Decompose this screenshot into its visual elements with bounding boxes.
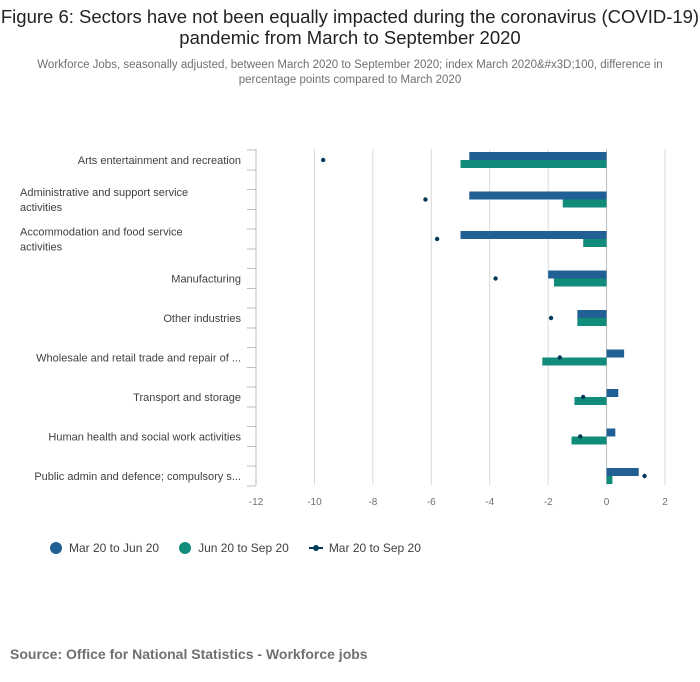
- category-label: Transport and storage: [133, 392, 241, 404]
- source-note: Source: Office for National Statistics -…: [10, 646, 368, 662]
- x-tick-label: -8: [368, 497, 377, 508]
- x-tick-label: -12: [249, 497, 264, 508]
- category-label: Accommodation and food service: [20, 227, 183, 239]
- x-tick-label: 2: [662, 497, 668, 508]
- legend-swatch-mar-sep: [308, 542, 323, 554]
- point-mar-sep: [423, 197, 428, 202]
- legend-label-jun-sep: Jun 20 to Sep 20: [198, 541, 289, 555]
- point-mar-sep: [548, 315, 554, 321]
- category-label: Administrative and support service: [20, 187, 188, 199]
- chart-subtitle: Workforce Jobs, seasonally adjusted, bet…: [37, 59, 663, 86]
- bar-jun-sep: [553, 278, 607, 287]
- bar-jun-sep: [574, 397, 607, 405]
- category-label: Wholesale and retail trade and repair of…: [36, 353, 241, 365]
- x-tick-label: 0: [604, 497, 610, 508]
- bar-mar-jun: [606, 349, 625, 358]
- x-tick-label: -2: [544, 497, 553, 508]
- bar-mar-jun: [577, 310, 607, 318]
- category-label: Other industries: [163, 313, 241, 325]
- category-label: Arts entertainment and recreation: [78, 155, 241, 167]
- legend-item-mar-sep[interactable]: Mar 20 to Sep 20: [308, 541, 421, 555]
- bar-mar-jun: [606, 389, 619, 397]
- point-mar-sep: [434, 236, 440, 242]
- legend-label-mar-sep: Mar 20 to Sep 20: [328, 541, 421, 555]
- bar-jun-sep: [606, 476, 613, 484]
- bar-mar-jun: [469, 191, 607, 200]
- bar-jun-sep: [460, 160, 607, 168]
- bar-mar-jun: [606, 428, 616, 437]
- legend-item-jun-sep[interactable]: Jun 20 to Sep 20: [179, 541, 289, 555]
- bar-mar-jun: [548, 270, 607, 279]
- legend-swatch-jun-sep: [179, 542, 192, 554]
- bar-mar-jun: [469, 152, 607, 160]
- legend: Mar 20 to Jun 20 Jun 20 to Sep 20 Mar 20…: [50, 541, 441, 555]
- bar-jun-sep: [583, 239, 607, 247]
- point-mar-sep: [320, 157, 326, 163]
- x-tick-label: -10: [307, 497, 322, 508]
- category-label: activities: [20, 242, 63, 254]
- bar-jun-sep: [542, 357, 607, 366]
- chart-title: Figure 6: Sectors have not been equally …: [0, 6, 700, 48]
- bar-jun-sep: [562, 199, 607, 208]
- point-mar-sep: [557, 355, 563, 360]
- bar-mar-jun: [460, 231, 607, 239]
- point-mar-sep: [578, 434, 583, 439]
- x-tick-label: -6: [427, 497, 436, 508]
- point-mar-sep: [581, 394, 586, 400]
- point-mar-sep: [493, 276, 498, 281]
- category-label: Public admin and defence; compulsory s..…: [34, 471, 241, 483]
- legend-swatch-mar-jun: [50, 542, 62, 554]
- bar-jun-sep: [577, 318, 607, 326]
- category-label: Manufacturing: [171, 274, 241, 286]
- legend-label-mar-jun: Mar 20 to Jun 20: [69, 541, 160, 555]
- bar-jun-sep: [571, 436, 607, 445]
- bar-chart: -12 -10 -8 -6 -4 -2 0 2 Arts entertainment and r…: [20, 149, 668, 508]
- point-mar-sep: [642, 473, 647, 479]
- category-label: activities: [20, 202, 63, 214]
- bar-mar-jun: [606, 468, 639, 476]
- legend-item-mar-jun[interactable]: Mar 20 to Jun 20: [50, 541, 159, 555]
- x-tick-label: -4: [485, 497, 494, 508]
- category-label: Human health and social work activities: [48, 432, 241, 444]
